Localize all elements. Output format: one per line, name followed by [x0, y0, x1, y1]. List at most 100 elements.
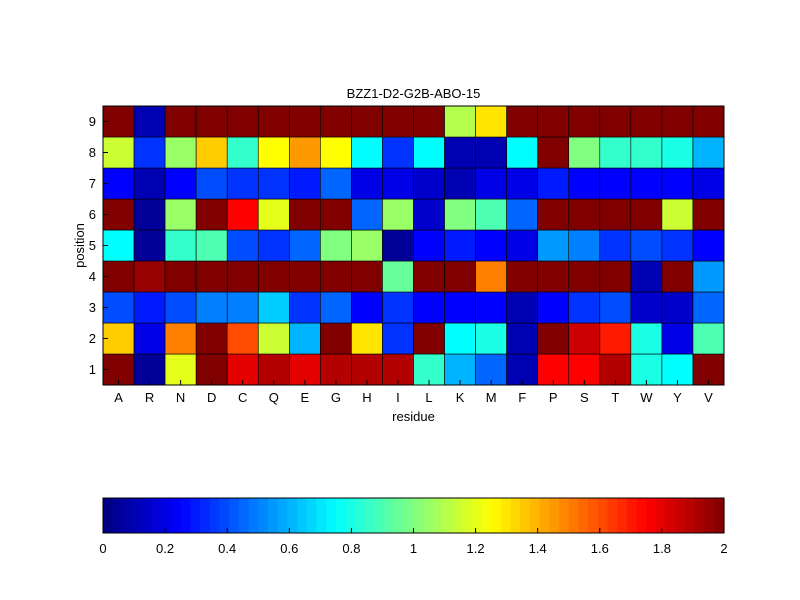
heatmap-cell-G-1 — [320, 353, 352, 386]
heatmap-cell-L-6 — [413, 198, 445, 231]
heatmap-cell-Q-2 — [257, 322, 290, 355]
heatmap-cell-D-5 — [195, 229, 228, 262]
colorbar-swatch — [238, 498, 250, 533]
x-tick-label-E: E — [300, 390, 309, 405]
heatmap-cell-T-9 — [599, 105, 632, 138]
heatmap-cell-N-8 — [164, 136, 197, 169]
heatmap-cell-C-4 — [226, 260, 259, 293]
heatmap-cell-H-8 — [351, 136, 383, 169]
colorbar-tick-label: 0.2 — [156, 541, 174, 556]
x-tick-label-L: L — [425, 390, 432, 405]
colorbar-swatch — [432, 498, 444, 533]
heatmap-cell-L-5 — [413, 229, 445, 262]
colorbar-ticks: 0 0.2 0.4 0.6 0.8 1 1.2 1.4 1.6 1.8 2 — [99, 528, 728, 556]
heatmap-cell-I-6 — [382, 198, 414, 231]
colorbar-swatch — [384, 498, 395, 533]
heatmap-cell-I-9 — [382, 105, 414, 138]
x-tick-label-T: T — [611, 390, 619, 405]
colorbar-swatch — [481, 498, 492, 533]
colorbar-swatch — [500, 498, 512, 533]
colorbar-swatch — [209, 498, 221, 533]
heatmap-cell-S-4 — [568, 260, 601, 293]
colorbar-swatch — [665, 498, 677, 533]
heatmap-cell-S-7 — [568, 167, 601, 200]
heatmap-cell-S-6 — [568, 198, 601, 231]
heatmap-cell-S-9 — [568, 105, 601, 138]
heatmap-cell-P-2 — [537, 322, 570, 355]
heatmap-cell-K-3 — [444, 291, 476, 324]
y-tick-label-4: 4 — [89, 269, 96, 284]
heatmap-cell-T-6 — [599, 198, 632, 231]
y-tick-label-3: 3 — [89, 300, 96, 315]
colorbar-swatch — [258, 498, 269, 533]
heatmap-cell-D-4 — [195, 260, 228, 293]
colorbar-swatch — [112, 498, 123, 533]
heatmap-cell-M-6 — [475, 198, 507, 231]
heatmap-cell-Q-3 — [257, 291, 290, 324]
heatmap-cell-C-6 — [226, 198, 259, 231]
heatmap-cell-Y-1 — [661, 353, 694, 386]
heatmap-cell-P-7 — [537, 167, 570, 200]
heatmap-cell-K-5 — [444, 229, 476, 262]
colorbar-swatch — [326, 498, 337, 533]
heatmap-cell-R-5 — [133, 229, 166, 262]
colorbar-tick-label: 0.8 — [342, 541, 360, 556]
heatmap-cell-T-7 — [599, 167, 632, 200]
heatmap-cell-G-7 — [320, 167, 352, 200]
heatmap-cell-T-4 — [599, 260, 632, 293]
heatmap-cell-Q-7 — [257, 167, 290, 200]
heatmap-cell-F-2 — [506, 322, 538, 355]
heatmap-cell-W-6 — [630, 198, 663, 231]
heatmap-cell-W-3 — [630, 291, 663, 324]
colorbar — [103, 498, 725, 533]
colorbar-swatch — [200, 498, 211, 533]
heatmap-cell-Y-8 — [661, 136, 694, 169]
heatmap-cell-S-8 — [568, 136, 601, 169]
heatmap-cell-N-5 — [164, 229, 197, 262]
colorbar-swatch — [267, 498, 279, 533]
heatmap-cell-E-7 — [288, 167, 321, 200]
colorbar-swatch — [442, 498, 453, 533]
colorbar-swatch — [287, 498, 298, 533]
x-tick-label-F: F — [518, 390, 526, 405]
heatmap-cell-F-6 — [506, 198, 538, 231]
x-tick-label-N: N — [176, 390, 185, 405]
heatmap-cell-M-4 — [475, 260, 507, 293]
colorbar-swatch — [675, 498, 686, 533]
colorbar-swatch — [462, 498, 473, 533]
heatmap-cell-V-4 — [692, 260, 725, 293]
heatmap-cells — [102, 105, 725, 386]
heatmap-cell-N-9 — [164, 105, 197, 138]
heatmap-cell-Q-4 — [257, 260, 290, 293]
heatmap-cell-L-2 — [413, 322, 445, 355]
heatmap-cell-V-6 — [692, 198, 725, 231]
heatmap-cell-M-8 — [475, 136, 507, 169]
x-tick-label-H: H — [362, 390, 371, 405]
heatmap-cell-E-3 — [288, 291, 321, 324]
heatmap-cell-W-5 — [630, 229, 663, 262]
heatmap-cell-F-4 — [506, 260, 538, 293]
colorbar-swatch — [626, 498, 638, 533]
colorbar-swatch — [617, 498, 628, 533]
heatmap-cell-K-7 — [444, 167, 476, 200]
heatmap-cell-E-4 — [288, 260, 321, 293]
heatmap-cell-I-4 — [382, 260, 414, 293]
heatmap-cell-N-3 — [164, 291, 197, 324]
heatmap-cell-W-8 — [630, 136, 663, 169]
colorbar-swatch — [161, 498, 172, 533]
heatmap-cell-M-5 — [475, 229, 507, 262]
heatmap-cell-D-6 — [195, 198, 228, 231]
heatmap-cell-V-5 — [692, 229, 725, 262]
x-tick-label-V: V — [704, 390, 713, 405]
heatmap-cell-W-4 — [630, 260, 663, 293]
heatmap-cell-A-8 — [102, 136, 135, 169]
colorbar-swatch — [607, 498, 618, 533]
colorbar-tick-label: 1.6 — [591, 541, 609, 556]
heatmap-cell-G-5 — [320, 229, 352, 262]
colorbar-tick-label: 0.4 — [218, 541, 236, 556]
heatmap-cell-C-3 — [226, 291, 259, 324]
x-tick-label-D: D — [207, 390, 216, 405]
heatmap-cell-F-7 — [506, 167, 538, 200]
colorbar-swatch — [636, 498, 647, 533]
